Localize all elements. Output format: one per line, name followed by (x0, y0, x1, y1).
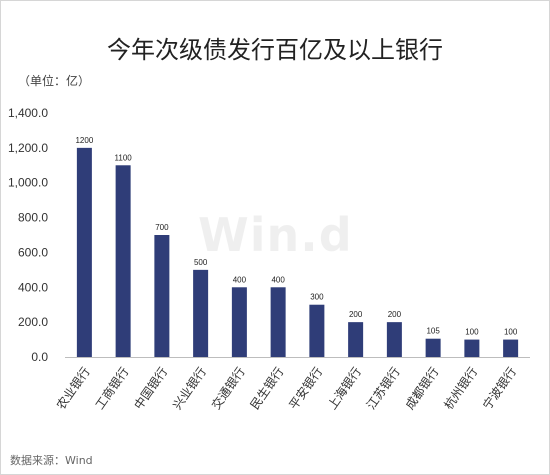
y-tick-label: 1,400.0 (8, 106, 48, 120)
data-label: 200 (388, 310, 402, 319)
data-label: 500 (194, 258, 208, 267)
bar (154, 235, 170, 357)
bar (464, 339, 480, 357)
data-label: 400 (271, 275, 285, 284)
chart-title: 今年次级债发行百亿及以上银行 (107, 36, 443, 64)
y-tick-label: 0.0 (31, 350, 48, 364)
source-label: 数据来源：Wind (10, 454, 93, 467)
y-tick-label: 800.0 (18, 211, 48, 225)
bars (76, 147, 519, 357)
watermark: Win.d (198, 208, 353, 262)
y-tick-label: 600.0 (18, 245, 48, 259)
unit-label: （单位：亿） (18, 74, 91, 88)
data-label: 200 (349, 310, 363, 319)
data-label: 700 (155, 223, 169, 232)
x-tick-label: 工商银行 (92, 364, 132, 412)
data-label: 100 (465, 328, 479, 337)
x-tick-label: 农业银行 (54, 365, 93, 412)
x-tick-label: 成都银行 (403, 365, 442, 412)
x-tick-label: 杭州银行 (441, 364, 481, 412)
bar (425, 338, 441, 357)
bar (309, 304, 325, 357)
x-tick-label: 民生银行 (248, 365, 287, 412)
bar (231, 287, 247, 357)
data-label: 105 (426, 327, 440, 336)
bar (270, 287, 286, 357)
data-label: 100 (504, 328, 518, 337)
x-tick-label: 平安银行 (286, 364, 326, 412)
y-tick-label: 1,000.0 (8, 176, 48, 190)
x-tick-label: 兴业银行 (170, 365, 209, 412)
x-tick-label: 上海银行 (324, 364, 364, 412)
data-label: 1200 (75, 136, 93, 145)
x-tick-label: 宁波银行 (479, 364, 519, 412)
bar (193, 269, 209, 357)
x-tick-label: 江苏银行 (364, 365, 403, 412)
y-tick-label: 200.0 (18, 315, 48, 329)
data-label: 300 (310, 293, 324, 302)
bar (348, 322, 364, 357)
x-tick-label: 中国银行 (131, 364, 171, 412)
x-axis: 农业银行 工商银行 中国银行 兴业银行 交通银行 民生银行 平安银行 上海银行 江苏银行 成都银行… (54, 364, 519, 412)
y-axis: 0.0 200.0 400.0 600.0 800.0 1,000.0 1,200.0 1,4… (8, 106, 530, 364)
y-tick-label: 400.0 (18, 280, 48, 294)
bar (386, 322, 402, 357)
bar (76, 147, 92, 357)
x-tick-label: 交通银行 (208, 364, 248, 412)
bar (503, 339, 519, 357)
data-labels: 1200 1100 700 500 400 400 300 200 200 105 100 100 (75, 136, 517, 337)
bar (115, 165, 131, 357)
data-label: 400 (233, 275, 247, 284)
data-label: 1100 (115, 153, 133, 162)
y-tick-label: 1,200.0 (8, 141, 48, 155)
